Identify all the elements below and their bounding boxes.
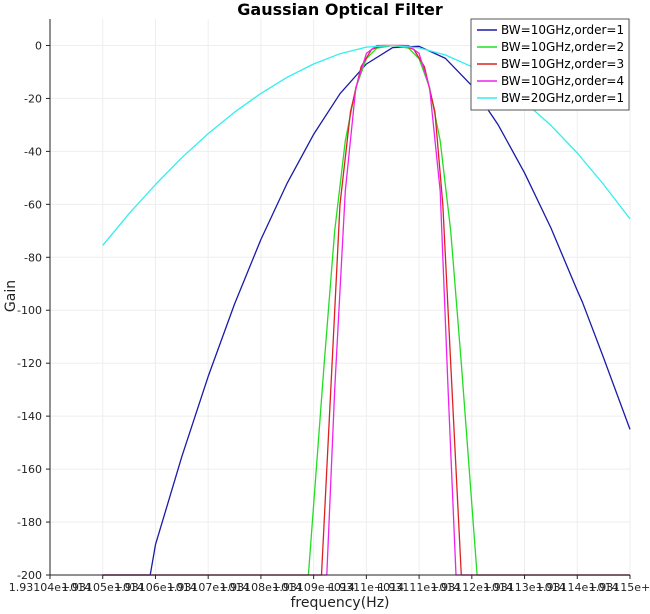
legend-label: BW=20GHz,order=1 (501, 91, 624, 105)
y-tick-label: -120 (17, 357, 42, 370)
x-tick-label: 1.93113e+014 (483, 581, 565, 594)
series-lines (102, 44, 631, 576)
legend-label: BW=10GHz,order=3 (501, 57, 624, 71)
legend-label: BW=10GHz,order=1 (501, 23, 624, 37)
legend-label: BW=10GHz,order=2 (501, 40, 624, 54)
y-tick-label: -80 (24, 251, 42, 264)
legend-box (470, 18, 630, 111)
x-tick-label: 1.9311e+014 (329, 581, 404, 594)
grid (49, 19, 631, 576)
y-tick-label: -180 (17, 516, 42, 529)
x-axis-title: frequency(Hz) (290, 595, 389, 611)
x-ticks: 1.93104e+0141.93105e+0141.93106e+0141.93… (9, 575, 650, 594)
y-tick-label: -200 (17, 569, 42, 582)
series-line-1 (102, 45, 631, 576)
legend-label: BW=10GHz,order=4 (501, 74, 624, 88)
x-tick-label: 1.93114e+014 (536, 581, 618, 594)
legend: BW=10GHz,order=1 BW=10GHz,order=2 BW=10GHz… (470, 18, 630, 111)
y-tick-label: -140 (17, 410, 42, 423)
y-tick-label: -60 (24, 198, 42, 211)
x-tick-label: 1.93112e+014 (431, 581, 513, 594)
y-ticks: 0 -20 -40 -60 -80 -100 -120 -140 -160 -180 -200 (17, 39, 50, 582)
chart-title: Gaussian Optical Filter (237, 0, 443, 19)
y-tick-label: -40 (24, 145, 42, 158)
y-tick-label: -160 (17, 463, 42, 476)
x-tick-label: 1.93107e+014 (167, 581, 249, 594)
x-tick-label: 1.93106e+014 (114, 581, 196, 594)
series-line-5 (102, 44, 631, 246)
x-tick-label: 1.93108e+014 (220, 581, 302, 594)
x-tick-label: 1.93105e+014 (61, 581, 143, 594)
y-tick-label: -100 (17, 304, 42, 317)
x-tick-label: 1.93111e+014 (378, 581, 460, 594)
y-axis-title: Gain (3, 280, 19, 312)
x-tick-label: 1.93104e+014 (9, 581, 91, 594)
y-tick-label: -20 (24, 92, 42, 105)
axes (49, 19, 630, 576)
x-tick-label: 1.93109e+014 (272, 581, 354, 594)
x-tick-label: 1.93115e+014 (589, 581, 650, 594)
y-tick-label: 0 (35, 39, 42, 52)
